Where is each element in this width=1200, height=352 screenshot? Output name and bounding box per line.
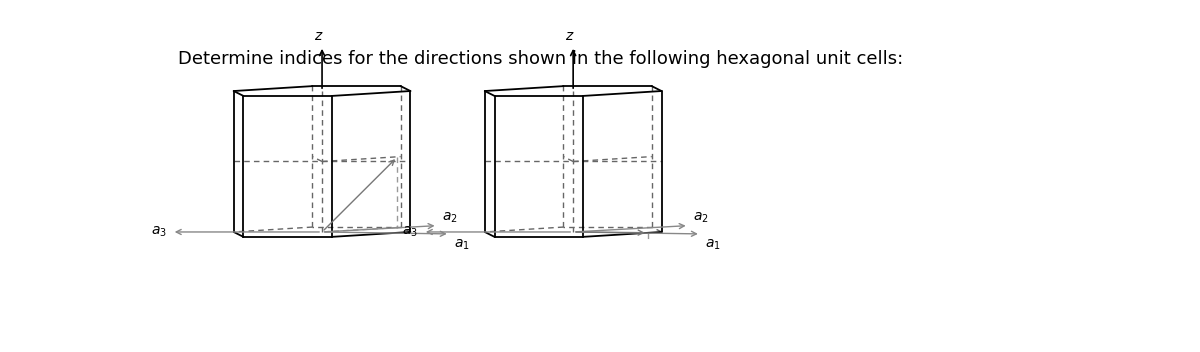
Text: z: z: [565, 29, 572, 43]
Text: $a_3$: $a_3$: [151, 224, 167, 239]
Text: $a_3$: $a_3$: [402, 224, 419, 239]
Text: $a_2$: $a_2$: [694, 210, 709, 225]
Text: z: z: [313, 29, 322, 43]
Text: Determine indices for the directions shown in the following hexagonal unit cells: Determine indices for the directions sho…: [178, 50, 904, 68]
Text: $a_1$: $a_1$: [706, 238, 721, 252]
Text: $a_1$: $a_1$: [455, 238, 470, 252]
Text: $a_2$: $a_2$: [442, 210, 458, 225]
